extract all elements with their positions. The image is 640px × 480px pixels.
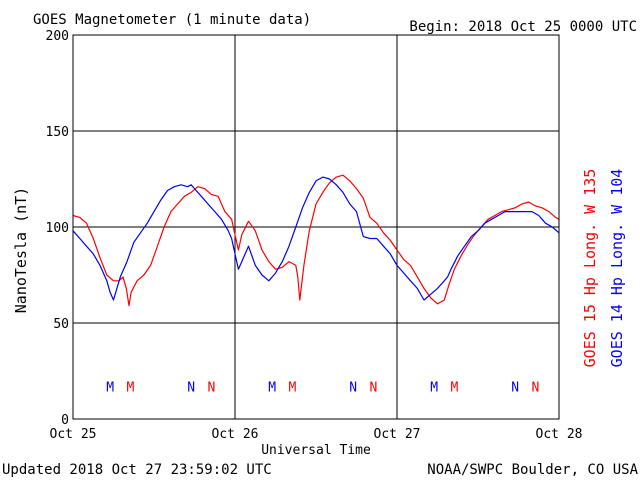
series-lines (72, 174, 560, 307)
noon-marker: N (187, 380, 195, 395)
noon-marker: N (531, 380, 539, 395)
plot-frame (72, 34, 560, 420)
midnight-marker: M (430, 380, 438, 395)
midnight-marker: M (450, 380, 458, 395)
grid-lines (73, 35, 559, 419)
chart-title: GOES Magnetometer (1 minute data) (33, 12, 311, 28)
legend-goes14: GOES 14 Hp Long. W 104 (608, 169, 626, 368)
noon-marker: N (369, 380, 377, 395)
x-axis-ticks: Oct 25 Oct 26 Oct 27 Oct 28 (50, 427, 583, 442)
legend-goes15: GOES 15 Hp Long. W 135 (581, 169, 599, 368)
noon-marker: N (207, 380, 215, 395)
begin-time: Begin: 2018 Oct 25 0000 UTC (409, 19, 637, 35)
source-credit: NOAA/SWPC Boulder, CO USA (427, 462, 638, 478)
y-tick-label: 0 (61, 413, 69, 428)
x-tick-label: Oct 26 (212, 427, 259, 442)
y-axis-ticks: 0 50 100 150 200 (46, 29, 69, 428)
y-axis-label: NanoTesla (nT) (12, 187, 30, 313)
noon-marker: N (349, 380, 357, 395)
x-axis-label: Universal Time (261, 443, 371, 458)
midnight-marker: M (268, 380, 276, 395)
goes14-line (72, 176, 560, 301)
y-tick-label: 150 (46, 125, 69, 140)
noon-marker: N (511, 380, 519, 395)
midnight-marker: M (126, 380, 134, 395)
x-tick-label: Oct 28 (536, 427, 583, 442)
midnight-marker: M (106, 380, 114, 395)
y-tick-label: 50 (53, 317, 69, 332)
x-tick-label: Oct 25 (50, 427, 97, 442)
y-tick-label: 100 (46, 221, 69, 236)
x-tick-label: Oct 27 (374, 427, 421, 442)
y-tick-label: 200 (46, 29, 69, 44)
midnight-marker: M (288, 380, 296, 395)
goes15-line (72, 174, 560, 307)
updated-time: Updated 2018 Oct 27 23:59:02 UTC (2, 462, 272, 478)
